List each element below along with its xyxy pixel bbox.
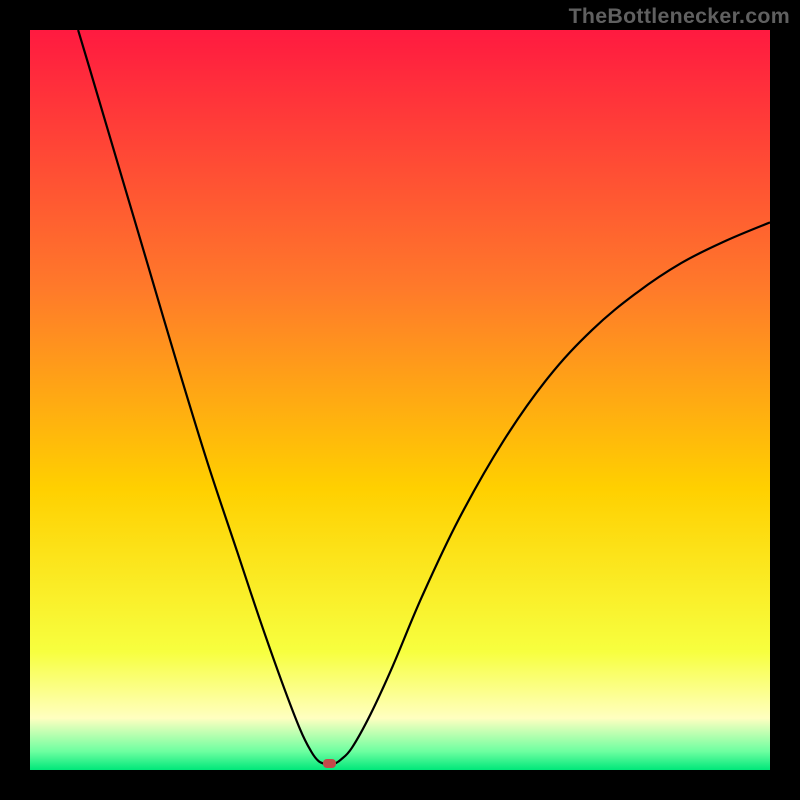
- optimal-point-marker: [323, 759, 336, 768]
- watermark-text: TheBottlenecker.com: [569, 4, 790, 29]
- curve-path: [78, 30, 770, 765]
- bottleneck-curve: [30, 30, 770, 770]
- plot-area: [30, 30, 770, 770]
- chart-frame: TheBottlenecker.com: [0, 0, 800, 800]
